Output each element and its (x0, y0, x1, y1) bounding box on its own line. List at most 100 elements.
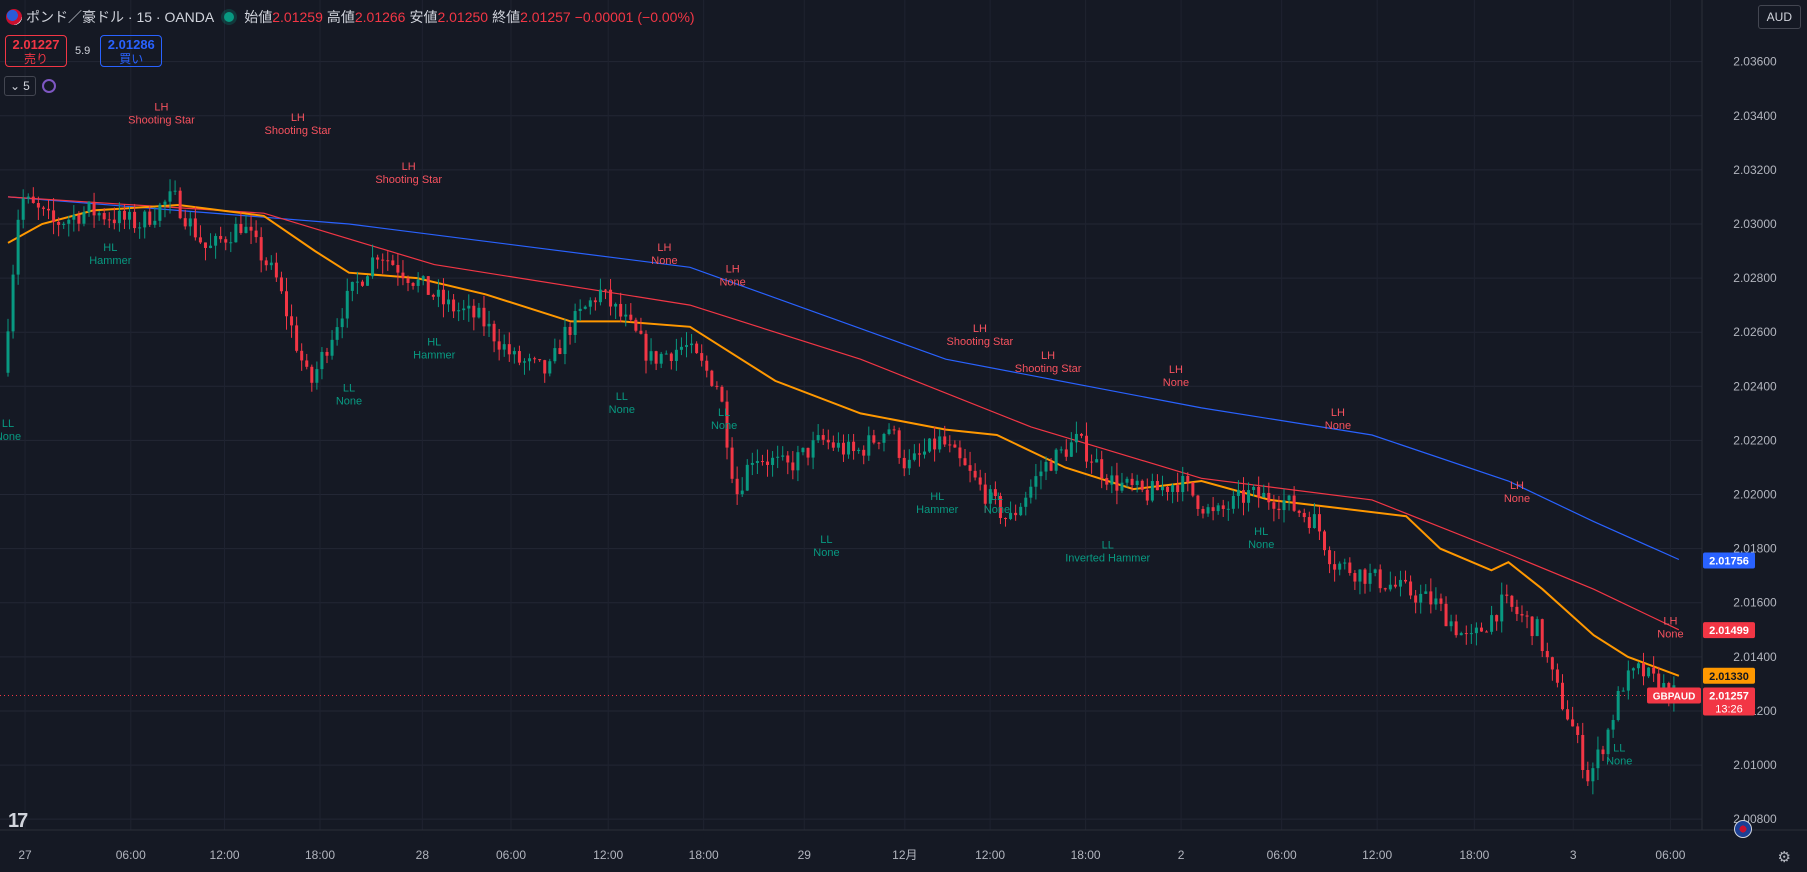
buy-button[interactable]: 2.01286 買い (100, 35, 163, 67)
candle-body (381, 259, 385, 261)
candle-body (52, 210, 56, 222)
time-tick-label: 18:00 (1459, 848, 1489, 862)
candle-body (183, 218, 187, 227)
candle-body (360, 281, 364, 286)
candle-body (1338, 563, 1342, 570)
candle-body (1059, 449, 1063, 451)
candle-body (335, 327, 339, 340)
candle-body (1353, 573, 1357, 582)
price-tick-label: 2.03200 (1733, 163, 1777, 177)
candle-body (563, 326, 567, 355)
candle-body (715, 385, 719, 387)
candle-body (1044, 461, 1048, 472)
candle-body (644, 333, 648, 361)
currency-button[interactable]: AUD (1757, 5, 1801, 29)
candle-body (1252, 486, 1256, 491)
candle-body (1657, 673, 1661, 694)
candle-body (958, 447, 962, 459)
candle-body (1479, 627, 1483, 632)
candle-body (148, 211, 152, 225)
candle-body (1383, 588, 1387, 590)
candle-body (821, 435, 825, 440)
candle-body (1459, 633, 1463, 636)
candle-body (1064, 449, 1068, 457)
candle-body (477, 307, 481, 318)
candle-body (1024, 497, 1028, 507)
candle-body (902, 457, 906, 469)
candle-body (173, 190, 177, 192)
candle-body (1085, 435, 1089, 462)
candle-body (47, 208, 51, 211)
price-tick-label: 2.01000 (1733, 758, 1777, 772)
candle-body (295, 325, 299, 351)
symbol-title[interactable]: ポンド／豪ドル · 15 · OANDA (26, 9, 215, 25)
candle-body (320, 351, 324, 370)
candle-body (1464, 633, 1468, 635)
candle-body (588, 300, 592, 307)
candle-body (948, 444, 952, 446)
candle-body (396, 264, 400, 273)
ma-price-label: 2.01756 (1709, 556, 1749, 568)
candle-body (629, 314, 633, 320)
candle-body (771, 457, 775, 465)
sell-price: 2.01227 (12, 37, 60, 52)
candle-body (639, 330, 643, 334)
time-tick-label: 12:00 (975, 848, 1005, 862)
swing-label-pattern: None (1163, 377, 1189, 389)
time-tick-label: 06:00 (496, 848, 526, 862)
candle-body (933, 438, 937, 450)
swing-label-pattern: None (336, 396, 362, 408)
candle-body (1282, 500, 1286, 511)
candle-body (143, 211, 147, 228)
candle-body (1140, 480, 1144, 490)
candle-body (209, 245, 213, 248)
price-tick-label: 2.02000 (1733, 488, 1777, 502)
time-tick-label: 06:00 (1655, 848, 1685, 862)
swing-label-pattern: None (1248, 539, 1274, 551)
candle-body (1485, 631, 1489, 633)
swing-label-type: LH (657, 242, 671, 254)
candle-body (315, 369, 319, 383)
candle-body (57, 221, 61, 225)
candle-body (1581, 734, 1585, 770)
candle-body (21, 198, 25, 220)
candle-body (1115, 475, 1119, 491)
refresh-icon[interactable] (41, 79, 56, 93)
candle-body (117, 210, 121, 224)
time-tick-label: 18:00 (689, 848, 719, 862)
time-axis[interactable]: 27 06:00 12:00 18:00 28 06:00 12:00 18:00 29 12月 1… (0, 829, 1807, 862)
price-tick-label: 2.02400 (1733, 379, 1777, 393)
swing-label-type: LH (726, 264, 740, 276)
flag-icon[interactable] (1734, 820, 1752, 838)
candle-body (1393, 584, 1397, 587)
candle-body (690, 343, 694, 346)
settings-gear-icon[interactable]: ⚙ (1777, 849, 1791, 866)
sell-button[interactable]: 2.01227 売り (5, 35, 67, 67)
candle-body (745, 464, 749, 491)
candle-body (502, 344, 506, 350)
indicator-collapse-button[interactable]: ⌄ 5 (4, 76, 36, 96)
candle-body (1247, 490, 1251, 503)
candle-body (730, 447, 734, 479)
candle-body (401, 272, 405, 279)
candle-body (943, 436, 947, 445)
swing-label-pattern: None (0, 431, 21, 443)
candle-body (528, 358, 532, 362)
candle-body (1363, 569, 1367, 584)
tradingview-logo-icon[interactable]: 17 (8, 810, 28, 832)
candle-body (178, 190, 182, 219)
price-axis-bg (1702, 0, 1807, 872)
candle-body (776, 456, 780, 458)
swing-label-pattern: None (719, 277, 745, 289)
candle-body (1029, 486, 1033, 498)
candle-body (1150, 481, 1154, 501)
candle-body (978, 477, 982, 485)
candle-body (1317, 514, 1321, 532)
candle-body (679, 346, 683, 350)
price-axis[interactable]: 2.03600 2.03400 2.03200 2.03000 2.02800 2.026… (1647, 0, 1807, 872)
candle-body (97, 213, 101, 216)
candle-body (1591, 768, 1595, 782)
swing-label-type: HL (1254, 526, 1268, 538)
candle-body (1079, 433, 1083, 436)
